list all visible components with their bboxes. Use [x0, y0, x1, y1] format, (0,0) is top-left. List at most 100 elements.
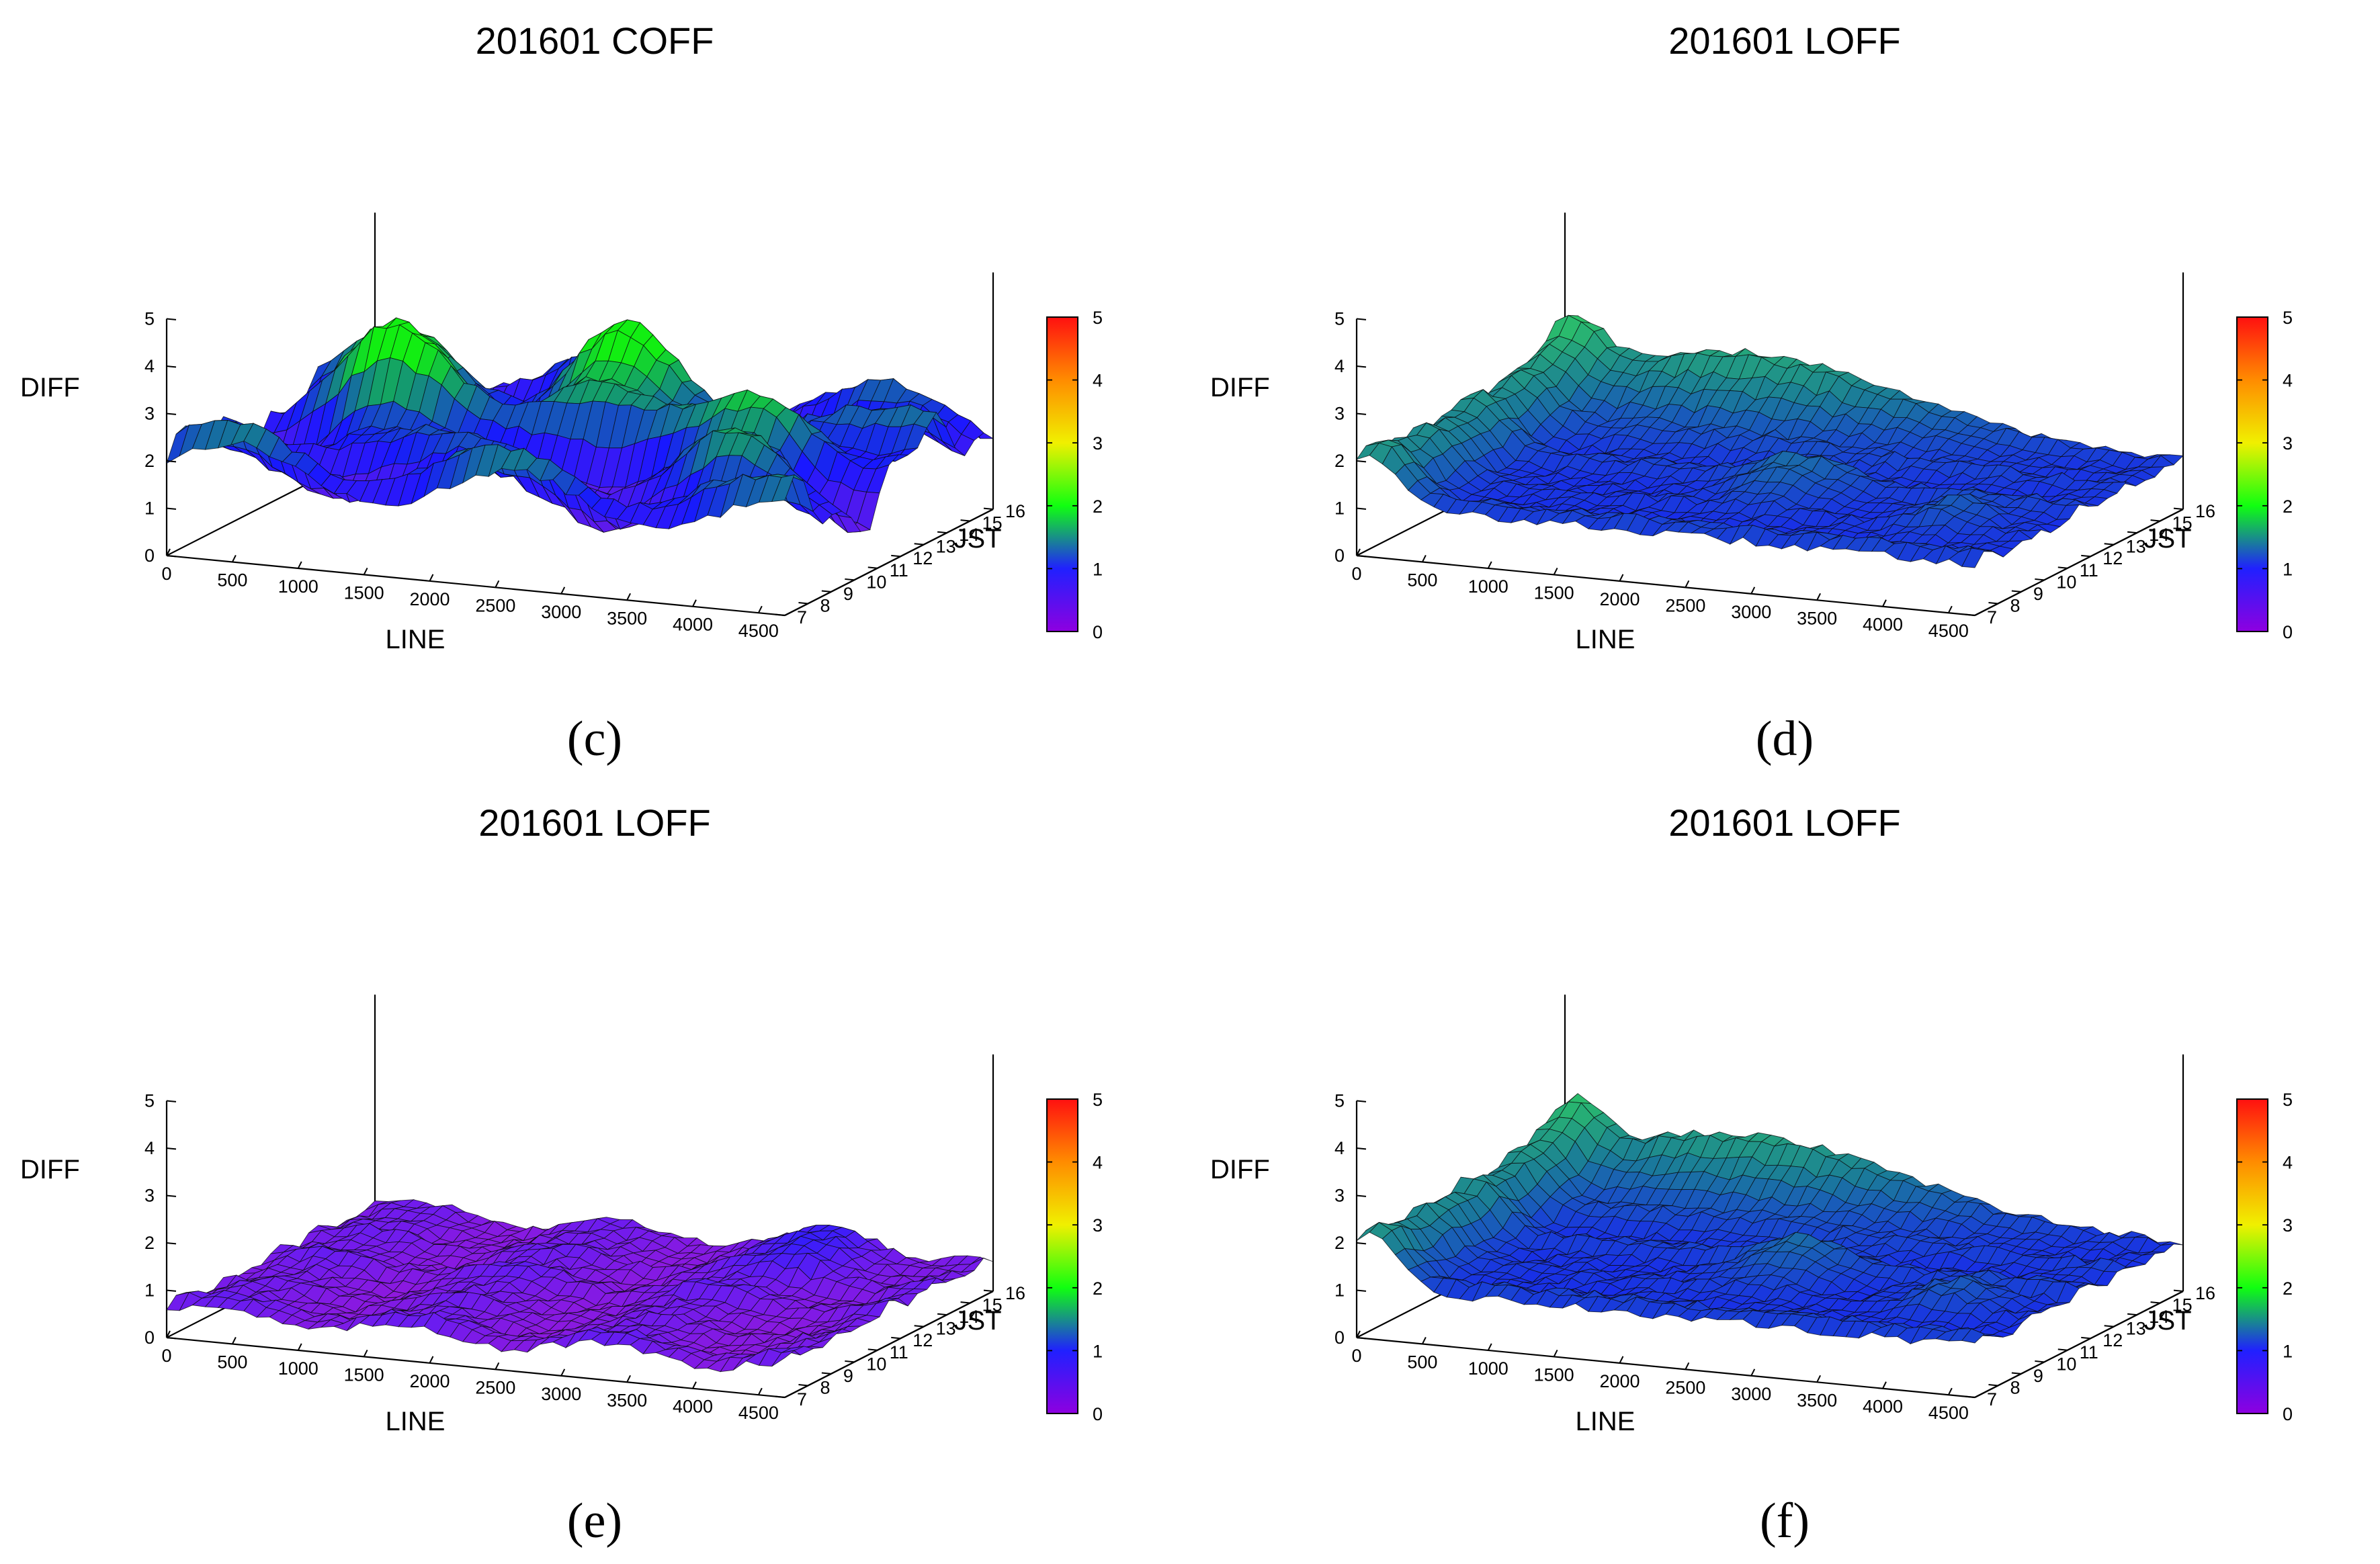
x-tick-label: 3500 — [1797, 1390, 1837, 1410]
y-tick-label: 16 — [2195, 501, 2215, 521]
y-tick-mark — [937, 531, 947, 534]
front-right-edge — [1974, 1291, 2184, 1398]
x-tick-mark — [231, 1337, 237, 1344]
x-tick-mark — [1356, 1330, 1361, 1338]
x-tick-label: 2500 — [475, 1377, 515, 1397]
x-tick-label: 4500 — [1928, 1403, 1969, 1423]
x-tick-label: 500 — [217, 570, 247, 590]
x-axis-line — [1356, 1336, 1975, 1399]
x-tick-label: 1000 — [278, 1358, 318, 1379]
x-tick-label: 4500 — [738, 1403, 779, 1423]
x-tick-mark — [1685, 580, 1690, 588]
x-axis-line — [1356, 554, 1975, 617]
z-tick-label: 4 — [144, 356, 155, 376]
y-tick-mark — [2057, 566, 2068, 569]
panel-d: 201601 LOFF (d) 0 1 2 3 4 5 0 500 1000 1500 2000 2500… — [1190, 0, 2380, 782]
y-tick-mark — [937, 1313, 947, 1316]
x-tick-label: 1000 — [278, 576, 318, 597]
y-tick-label: 12 — [2102, 1330, 2123, 1350]
x-tick-label: 500 — [1407, 1352, 1437, 1372]
y-tick-mark — [2150, 519, 2160, 522]
z-tick-mark — [166, 412, 177, 415]
colorbar-tick-label: 4 — [2283, 371, 2293, 391]
colorbar-tick-label: 2 — [1093, 496, 1103, 517]
z-tick-label: 5 — [1334, 1091, 1345, 1111]
y-tick-label: 13 — [2126, 1319, 2146, 1339]
x-tick-label: 2000 — [1599, 1371, 1640, 1391]
y-tick-mark — [2150, 1301, 2160, 1304]
x-tick-mark — [1882, 1381, 1887, 1389]
x-tick-mark — [757, 1387, 763, 1395]
x-tick-mark — [560, 586, 566, 595]
x-tick-mark — [1356, 548, 1361, 556]
colorbar-tick-label: 4 — [1093, 1153, 1103, 1173]
y-axis-label: JST — [953, 1306, 1001, 1336]
y-tick-label: 7 — [1987, 607, 1997, 627]
x-tick-label: 4500 — [738, 621, 779, 641]
x-tick-label: 2500 — [475, 595, 515, 615]
x-tick-label: 1500 — [344, 1364, 384, 1385]
y-tick-label: 13 — [936, 1319, 956, 1339]
panel-label: (f) — [1760, 1493, 1810, 1549]
front-right-edge — [784, 1291, 994, 1398]
z-tick-label: 1 — [144, 498, 155, 519]
y-tick-label: 14 — [959, 1307, 979, 1327]
y-tick-label: 10 — [866, 1354, 886, 1374]
y-tick-mark — [2057, 1348, 2068, 1351]
x-tick-mark — [495, 1362, 500, 1370]
y-axis-label: JST — [2143, 1306, 2191, 1336]
y-tick-label: 10 — [866, 572, 886, 592]
x-tick-mark — [757, 605, 763, 613]
z-tick-mark — [166, 1100, 177, 1102]
panel-e: 201601 LOFF (e) 0 1 2 3 4 5 0 500 1000 1500 2000 2500… — [0, 782, 1190, 1564]
z-tick-label: 2 — [144, 451, 155, 471]
colorbar-tick-label: 2 — [2283, 1278, 2293, 1299]
z-tick-mark — [1356, 1194, 1367, 1197]
z-tick-label: 2 — [1334, 1233, 1345, 1253]
y-axis-label: JST — [953, 524, 1001, 554]
y-tick-label: 14 — [2149, 1307, 2169, 1327]
colorbar-tick-label: 5 — [1093, 308, 1103, 328]
chart-title: 201601 LOFF — [1668, 801, 1901, 844]
colorbar-tick-label: 1 — [1093, 1341, 1103, 1361]
x-tick-mark — [166, 1330, 171, 1338]
x-tick-mark — [1947, 605, 1953, 613]
x-tick-label: 500 — [1407, 570, 1437, 590]
x-tick-mark — [495, 580, 500, 588]
z-tick-mark — [1356, 1100, 1367, 1102]
x-tick-label: 1500 — [344, 582, 384, 603]
panel-label: (d) — [1756, 711, 1814, 767]
y-tick-label: 8 — [2010, 1377, 2020, 1397]
x-tick-label: 4000 — [673, 615, 713, 635]
y-tick-label: 13 — [936, 537, 956, 557]
y-tick-label: 15 — [2172, 1295, 2193, 1315]
z-tick-label: 1 — [1334, 498, 1345, 519]
z-tick-label: 0 — [1334, 1328, 1345, 1348]
z-tick-label: 4 — [1334, 1138, 1345, 1158]
x-tick-label: 500 — [217, 1352, 247, 1372]
x-tick-label: 0 — [161, 1346, 171, 1366]
z-tick-label: 3 — [144, 1186, 155, 1206]
x-axis-label: LINE — [1576, 1407, 1635, 1436]
colorbar-tick-label: 5 — [2283, 308, 2293, 328]
y-tick-label: 12 — [2102, 548, 2123, 568]
y-axis-label: JST — [2143, 524, 2191, 554]
y-tick-label: 7 — [797, 607, 807, 627]
z-tick-label: 0 — [144, 1328, 155, 1348]
x-tick-label: 3500 — [1797, 608, 1837, 628]
z-tick-label: 5 — [144, 1091, 155, 1111]
x-tick-label: 0 — [1351, 564, 1361, 584]
x-tick-label: 3000 — [541, 602, 581, 622]
z-tick-mark — [166, 460, 177, 463]
colorbar-tick-label: 2 — [1093, 1278, 1103, 1299]
colorbar-tick-label: 0 — [1093, 622, 1103, 642]
z-tick-mark — [1356, 412, 1367, 415]
y-tick-label: 7 — [1987, 1389, 1997, 1409]
x-tick-mark — [429, 1356, 434, 1364]
x-tick-label: 1000 — [1468, 576, 1508, 597]
colorbar-tick-label: 3 — [2283, 1215, 2293, 1235]
surface-mesh — [1356, 1093, 2184, 1345]
y-tick-label: 8 — [820, 595, 830, 615]
